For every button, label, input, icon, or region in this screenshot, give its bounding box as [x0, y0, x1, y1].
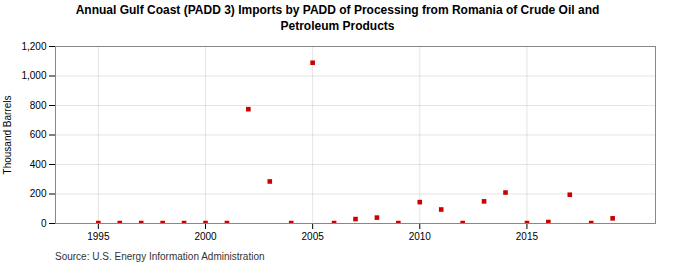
svg-text:2015: 2015 — [516, 231, 539, 242]
html-text:Annual Gulf Coast (PADD 3) Imp: Annual Gulf Coast (PADD 3) Imports by PA… — [75, 3, 600, 33]
svg-text:1,200: 1,200 — [21, 41, 46, 52]
svg-text:800: 800 — [30, 100, 47, 111]
svg-text:400: 400 — [30, 159, 47, 170]
svg-text:600: 600 — [30, 129, 47, 140]
svg-text:2000: 2000 — [194, 231, 217, 242]
svg-text:2005: 2005 — [302, 231, 325, 242]
svg-text:1995: 1995 — [87, 231, 110, 242]
svg-text:0: 0 — [41, 218, 47, 229]
svg-text:Thousand Barrels: Thousand Barrels — [2, 96, 13, 175]
svg-text:200: 200 — [30, 188, 47, 199]
svg-text:1,000: 1,000 — [21, 70, 46, 81]
svg-text:2010: 2010 — [409, 231, 432, 242]
html-text:Source: U.S. Energy Informatio: Source: U.S. Energy Information Administ… — [55, 251, 265, 263]
